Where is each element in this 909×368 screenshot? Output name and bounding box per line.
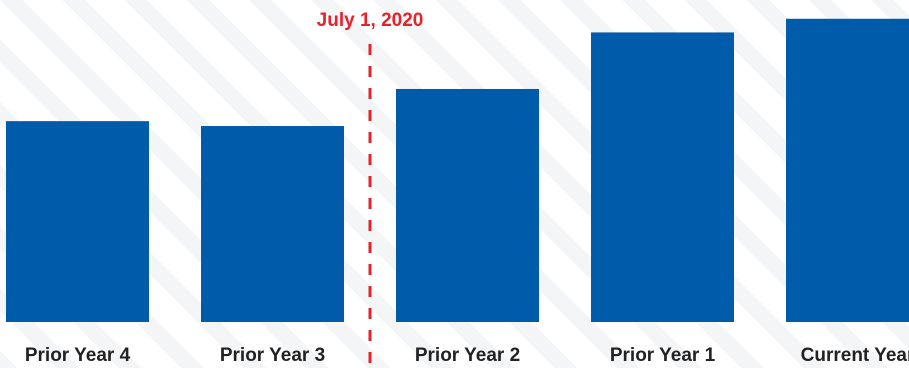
category-label-prior-year-2: Prior Year 2 <box>415 345 520 366</box>
annotation-label: July 1, 2020 <box>317 10 424 31</box>
bars-layer <box>6 18 909 323</box>
category-labels: Prior Year 4 Prior Year 3 Prior Year 2 Prio… <box>25 345 909 366</box>
category-label-prior-year-4: Prior Year 4 <box>25 345 131 366</box>
bar-prior-year-2 <box>396 88 539 322</box>
category-label-current-year: Current Year <box>801 345 909 366</box>
annotation-layer: July 1, 2020 <box>317 10 424 368</box>
category-label-prior-year-1: Prior Year 1 <box>610 345 716 366</box>
bar-prior-year-3 <box>201 126 344 323</box>
bar-prior-year-1 <box>591 32 734 323</box>
bar-current-year <box>786 18 909 323</box>
bar-prior-year-4 <box>6 121 149 323</box>
category-label-prior-year-3: Prior Year 3 <box>220 345 325 366</box>
